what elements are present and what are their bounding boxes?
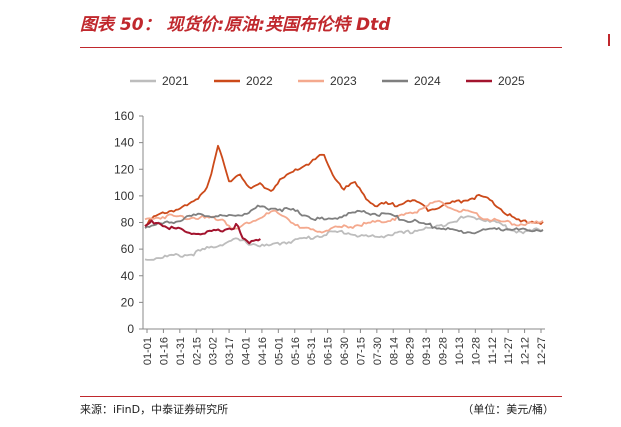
series-lines <box>144 144 544 261</box>
series-line-2022 <box>144 144 544 227</box>
legend-label-2021: 2021 <box>162 74 189 88</box>
x-axis: 01-01 01-16 01-31 02-15 03-02 03-17 04-01 04-16… <box>142 328 548 365</box>
legend-label-2025: 2025 <box>498 74 525 88</box>
x-tick-label: 04-01 <box>241 337 253 365</box>
source-note: 来源：iFinD，中泰证券研究所 <box>80 403 229 416</box>
footer-divider <box>80 396 562 397</box>
x-tick-label: 12-27 <box>536 337 548 365</box>
title-divider <box>80 47 562 48</box>
x-tick-label: 08-14 <box>388 337 400 365</box>
x-tick-label: 10-28 <box>470 337 482 365</box>
x-tick-label: 10-13 <box>454 337 466 365</box>
x-tick-label: 01-31 <box>175 337 187 365</box>
chart-title: 图表 50： 现货价:原油:英国布伦特 Dtd <box>80 15 391 35</box>
y-axis: 0 20 40 60 80 100 120 140 160 <box>114 109 144 336</box>
y-tick-label: 40 <box>121 269 135 283</box>
series-line-2025 <box>144 219 261 245</box>
edge-fragment-icon <box>605 30 621 48</box>
x-tick-label: 03-02 <box>208 337 220 365</box>
y-tick-label: 140 <box>114 136 134 150</box>
x-tick-label: 11-12 <box>487 337 499 364</box>
y-tick-label: 60 <box>121 242 135 256</box>
x-tick-label: 06-30 <box>339 337 351 365</box>
x-tick-label: 08-29 <box>405 337 417 365</box>
legend-label-2024: 2024 <box>414 74 441 88</box>
x-tick-label: 04-16 <box>257 337 269 365</box>
y-tick-label: 120 <box>114 162 134 176</box>
y-tick-label: 20 <box>121 295 135 309</box>
x-tick-label: 09-13 <box>421 337 433 365</box>
x-tick-label: 05-31 <box>306 337 318 365</box>
x-tick-label: 01-16 <box>158 337 170 365</box>
series-line-2024 <box>144 204 544 235</box>
series-line-2021 <box>144 215 544 261</box>
x-tick-label: 07-30 <box>372 337 384 365</box>
x-tick-label: 05-01 <box>273 337 285 365</box>
legend-label-2023: 2023 <box>330 74 357 88</box>
chart-legend: 2021 2022 2023 2024 2025 <box>130 74 525 88</box>
x-tick-label: 06-15 <box>323 337 335 365</box>
x-tick-label: 11-27 <box>503 337 515 364</box>
y-tick-label: 0 <box>127 322 134 336</box>
x-tick-label: 09-28 <box>438 337 450 365</box>
unit-note: （单位：美元/桶） <box>462 403 554 416</box>
y-tick-label: 160 <box>114 109 134 123</box>
y-tick-label: 80 <box>121 216 135 230</box>
x-tick-label: 12-12 <box>520 337 532 365</box>
x-tick-label: 03-17 <box>224 337 236 365</box>
x-tick-label: 07-15 <box>355 337 367 365</box>
x-tick-label: 05-16 <box>290 337 302 365</box>
legend-label-2022: 2022 <box>246 74 273 88</box>
y-tick-label: 100 <box>114 189 134 203</box>
x-tick-label: 01-01 <box>142 337 154 365</box>
x-tick-label: 02-15 <box>191 337 203 365</box>
